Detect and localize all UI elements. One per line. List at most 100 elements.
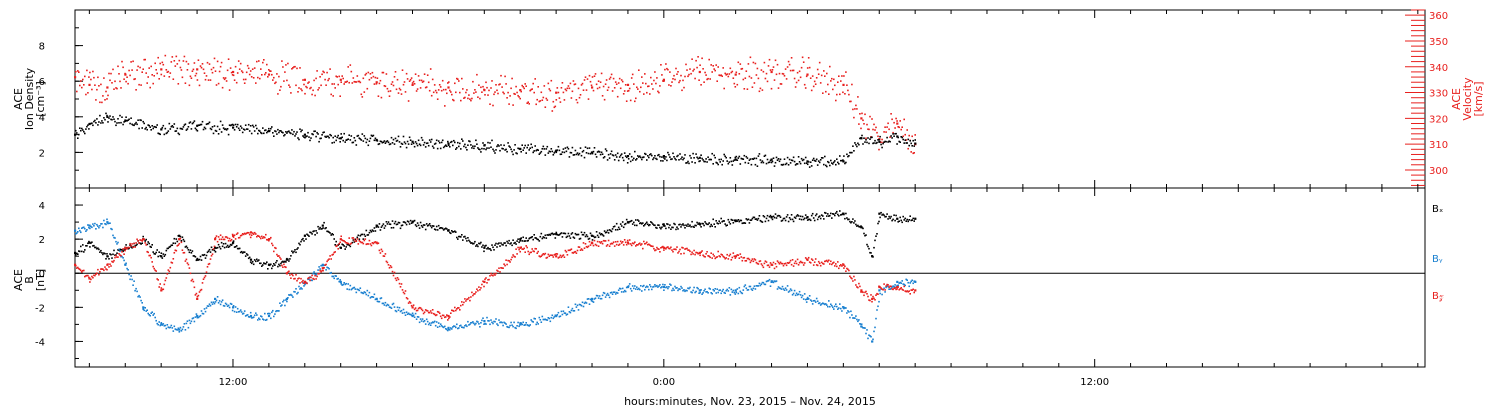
data-point xyxy=(90,225,92,228)
data-point xyxy=(887,285,889,288)
data-point xyxy=(138,127,140,130)
data-point xyxy=(753,285,756,287)
data-point xyxy=(432,225,435,227)
data-point xyxy=(363,233,366,236)
data-point xyxy=(444,105,446,107)
data-point xyxy=(241,131,244,134)
data-point xyxy=(890,287,892,290)
data-point xyxy=(181,76,184,79)
data-point xyxy=(205,271,208,273)
data-point xyxy=(316,275,318,278)
data-point xyxy=(219,247,222,250)
data-point xyxy=(91,88,93,91)
data-point xyxy=(106,218,108,221)
data-point xyxy=(793,77,796,80)
data-point xyxy=(362,238,365,240)
data-point xyxy=(281,131,283,133)
data-point xyxy=(694,253,696,256)
data-point xyxy=(792,220,795,223)
data-point xyxy=(212,301,215,303)
data-point xyxy=(674,248,676,250)
data-point xyxy=(377,242,380,244)
data-point xyxy=(454,141,456,144)
data-point xyxy=(340,81,342,83)
data-point xyxy=(482,280,484,283)
data-point xyxy=(463,97,465,99)
data-point xyxy=(158,78,160,80)
data-point xyxy=(558,315,561,318)
data-point xyxy=(807,57,810,59)
data-point xyxy=(129,122,131,125)
data-point xyxy=(129,242,131,245)
data-point xyxy=(318,140,320,143)
data-point xyxy=(837,213,839,216)
data-point xyxy=(194,74,197,77)
data-point xyxy=(884,291,886,293)
bottom-panel-frame xyxy=(74,187,1426,368)
data-point xyxy=(851,151,853,154)
data-point xyxy=(436,326,439,328)
data-point xyxy=(840,307,842,310)
data-point xyxy=(474,293,476,295)
data-point xyxy=(848,155,850,157)
data-point xyxy=(504,242,506,244)
data-point xyxy=(659,85,661,87)
data-point xyxy=(723,87,725,90)
data-point xyxy=(351,287,354,290)
data-point xyxy=(849,316,851,319)
data-point xyxy=(246,231,249,234)
data-point xyxy=(172,242,175,244)
data-point xyxy=(665,248,667,250)
data-point xyxy=(472,243,474,245)
data-point xyxy=(90,278,92,281)
data-point xyxy=(637,288,639,291)
data-point xyxy=(166,324,169,326)
data-point xyxy=(268,69,270,71)
data-point xyxy=(779,83,782,85)
data-point xyxy=(603,292,606,295)
data-point xyxy=(461,301,463,303)
data-point xyxy=(150,256,152,259)
data-point xyxy=(181,128,184,130)
data-point xyxy=(890,215,892,218)
data-point xyxy=(88,224,91,227)
data-point xyxy=(400,283,403,285)
data-point xyxy=(192,280,195,283)
data-point xyxy=(285,261,287,263)
data-point xyxy=(885,131,887,133)
data-point xyxy=(339,279,341,281)
data-point xyxy=(903,285,905,288)
data-point xyxy=(474,89,476,91)
data-point xyxy=(356,238,359,240)
data-point xyxy=(255,82,257,84)
data-point xyxy=(643,93,645,95)
data-point xyxy=(886,283,888,286)
data-point xyxy=(256,258,258,261)
data-point xyxy=(876,131,878,134)
data-point xyxy=(640,86,642,89)
data-point xyxy=(285,297,288,300)
data-point xyxy=(555,233,558,236)
data-point xyxy=(101,268,103,270)
data-point xyxy=(713,154,715,157)
data-point xyxy=(428,139,431,141)
data-point xyxy=(846,84,848,86)
data-point xyxy=(519,246,522,249)
data-point xyxy=(193,120,196,122)
data-point xyxy=(651,154,653,157)
data-point xyxy=(182,238,185,241)
data-point xyxy=(796,71,799,74)
data-point xyxy=(798,290,801,293)
data-point xyxy=(256,60,258,63)
data-point xyxy=(369,297,372,299)
data-point xyxy=(330,134,332,137)
data-point xyxy=(322,131,324,134)
data-point xyxy=(474,240,476,243)
data-point xyxy=(801,261,804,264)
data-point xyxy=(77,231,79,233)
data-point xyxy=(906,218,908,221)
data-point xyxy=(358,80,361,83)
data-point xyxy=(162,63,165,66)
data-point xyxy=(307,131,309,134)
data-point xyxy=(240,127,243,129)
